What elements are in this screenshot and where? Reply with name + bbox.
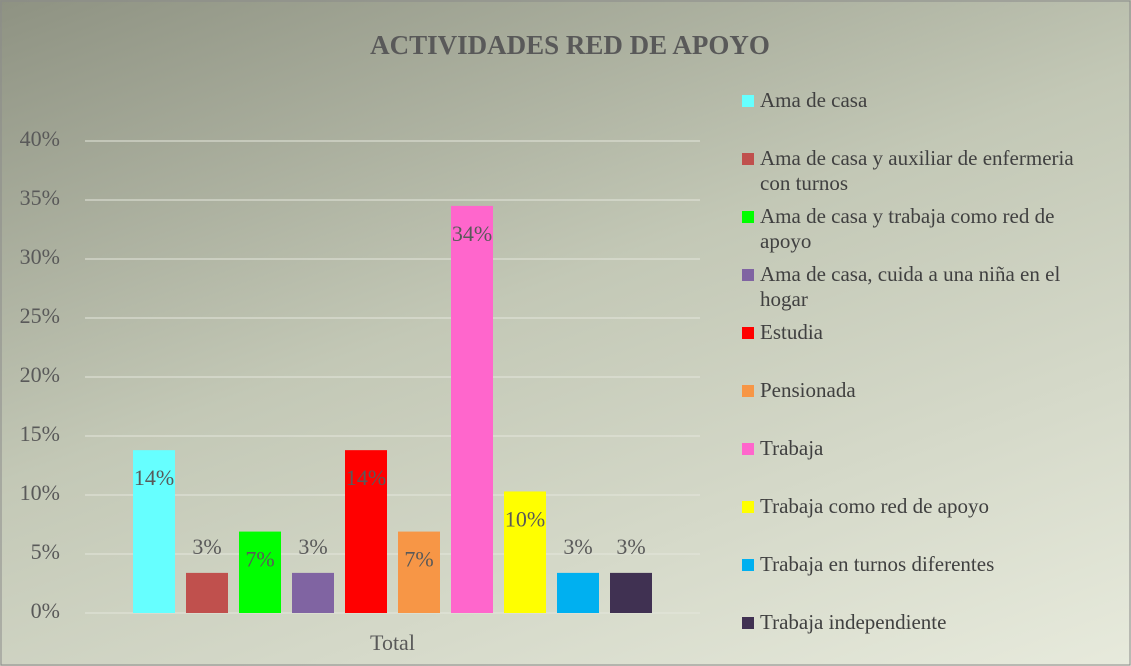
bar [451,205,493,613]
legend-swatch [742,327,754,339]
legend-item: Ama de casa [742,88,1092,113]
y-tick-label: 15% [20,421,60,446]
legend-item: Trabaja [742,436,1092,461]
legend-label: Pensionada [760,378,856,402]
bar [557,572,599,613]
legend-swatch [742,385,754,397]
legend-swatch [742,269,754,281]
data-label: 3% [563,534,592,559]
legend-item: Trabaja en turnos diferentes [742,552,1092,577]
bar [504,491,546,613]
data-label: 3% [616,534,645,559]
data-label: 7% [245,547,274,572]
legend-label: Ama de casa [760,88,868,112]
bar [345,450,387,613]
data-label: 14% [346,465,386,490]
data-label: 10% [505,507,545,532]
legend-item: Trabaja como red de apoyo [742,494,1092,519]
legend-swatch [742,559,754,571]
legend-swatch [742,211,754,223]
y-tick-label: 0% [31,598,60,623]
bar [133,450,175,613]
x-tick-label: Total [370,630,415,655]
legend-item: Ama de casa y trabaja como red de apoyo [742,204,1092,254]
legend-label: Ama de casa y auxiliar de enfermeria con… [760,146,1074,195]
legend-swatch [742,153,754,165]
y-tick-label: 25% [20,303,60,328]
y-tick-label: 20% [20,362,60,387]
y-tick-label: 10% [20,480,60,505]
legend-swatch [742,501,754,513]
bar [292,572,334,613]
bar [186,572,228,613]
bar [239,531,281,613]
data-label: 3% [298,534,327,559]
y-tick-label: 30% [20,244,60,269]
bar [610,572,652,613]
legend-label: Trabaja [760,436,824,460]
data-label: 7% [404,547,433,572]
legend-swatch [742,443,754,455]
legend-item: Estudia [742,320,1092,345]
y-tick-label: 40% [20,126,60,151]
data-label: 34% [452,221,492,246]
legend-swatch [742,617,754,629]
y-tick-label: 5% [31,539,60,564]
legend-item: Pensionada [742,378,1092,403]
legend-label: Estudia [760,320,823,344]
legend-label: Ama de casa y trabaja como red de apoyo [760,204,1055,253]
data-label: 3% [192,534,221,559]
legend-label: Ama de casa, cuida a una niña en el hoga… [760,262,1061,311]
data-label: 14% [134,465,174,490]
bar [398,531,440,613]
chart-title: ACTIVIDADES RED DE APOYO [370,30,770,60]
legend-label: Trabaja en turnos diferentes [760,552,995,576]
legend-item: Ama de casa y auxiliar de enfermeria con… [742,146,1092,196]
y-tick-label: 35% [20,185,60,210]
legend-label: Trabaja independiente [760,610,947,634]
legend-item: Ama de casa, cuida a una niña en el hoga… [742,262,1092,312]
legend-item: Trabaja independiente [742,610,1092,635]
legend-swatch [742,95,754,107]
legend-label: Trabaja como red de apoyo [760,494,989,518]
